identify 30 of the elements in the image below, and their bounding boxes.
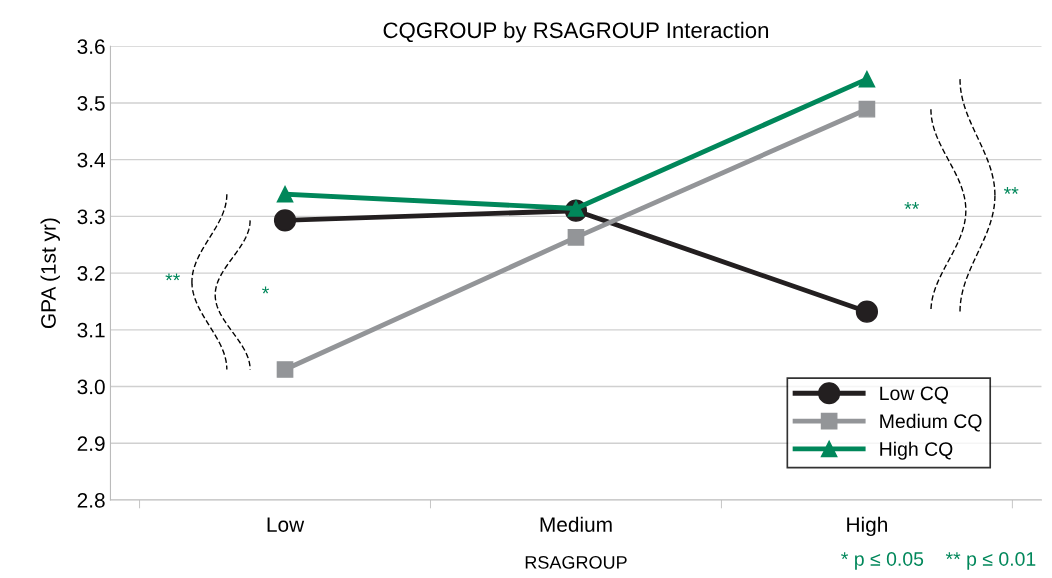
y-tick-label: 3.5 — [77, 95, 105, 111]
annotation: ** — [1003, 187, 1019, 194]
point — [273, 209, 297, 232]
legend-label: High CQ — [880, 441, 953, 460]
y-tick-label: 3.4 — [77, 152, 105, 168]
y-tick-label: 3.0 — [77, 379, 105, 395]
y-tick-label: 3.2 — [77, 266, 105, 281]
point — [855, 300, 879, 323]
annotation: * — [262, 286, 270, 294]
point — [276, 185, 294, 203]
annotation: ** — [904, 202, 919, 209]
point — [567, 229, 585, 246]
x-axis-title: RSAGROUP — [525, 555, 627, 569]
x-tick-label: High — [847, 516, 887, 537]
y-tick-label: 3.1 — [77, 322, 105, 338]
point — [276, 361, 294, 378]
chart-title: CQGROUP by RSAGROUP Interaction — [383, 21, 769, 43]
y-tick-label: 2.8 — [77, 492, 105, 508]
y-tick-label: 2.9 — [77, 436, 105, 452]
annotation: ** — [165, 273, 180, 281]
x-tick-label: Low — [267, 517, 305, 532]
point — [858, 70, 876, 88]
text: * p ≤ 0.05 ** p ≤ 0.01 — [841, 552, 1036, 570]
legend-label: Medium CQ — [880, 413, 982, 432]
y-axis-title: GPA (1st yr) — [40, 218, 60, 329]
x-tick-label: Medium — [540, 516, 612, 532]
point — [858, 100, 876, 118]
y-tick-label: 3.6 — [77, 39, 105, 54]
y-tick-label: 3.3 — [77, 209, 105, 225]
legend-label: Low CQ — [880, 386, 949, 404]
